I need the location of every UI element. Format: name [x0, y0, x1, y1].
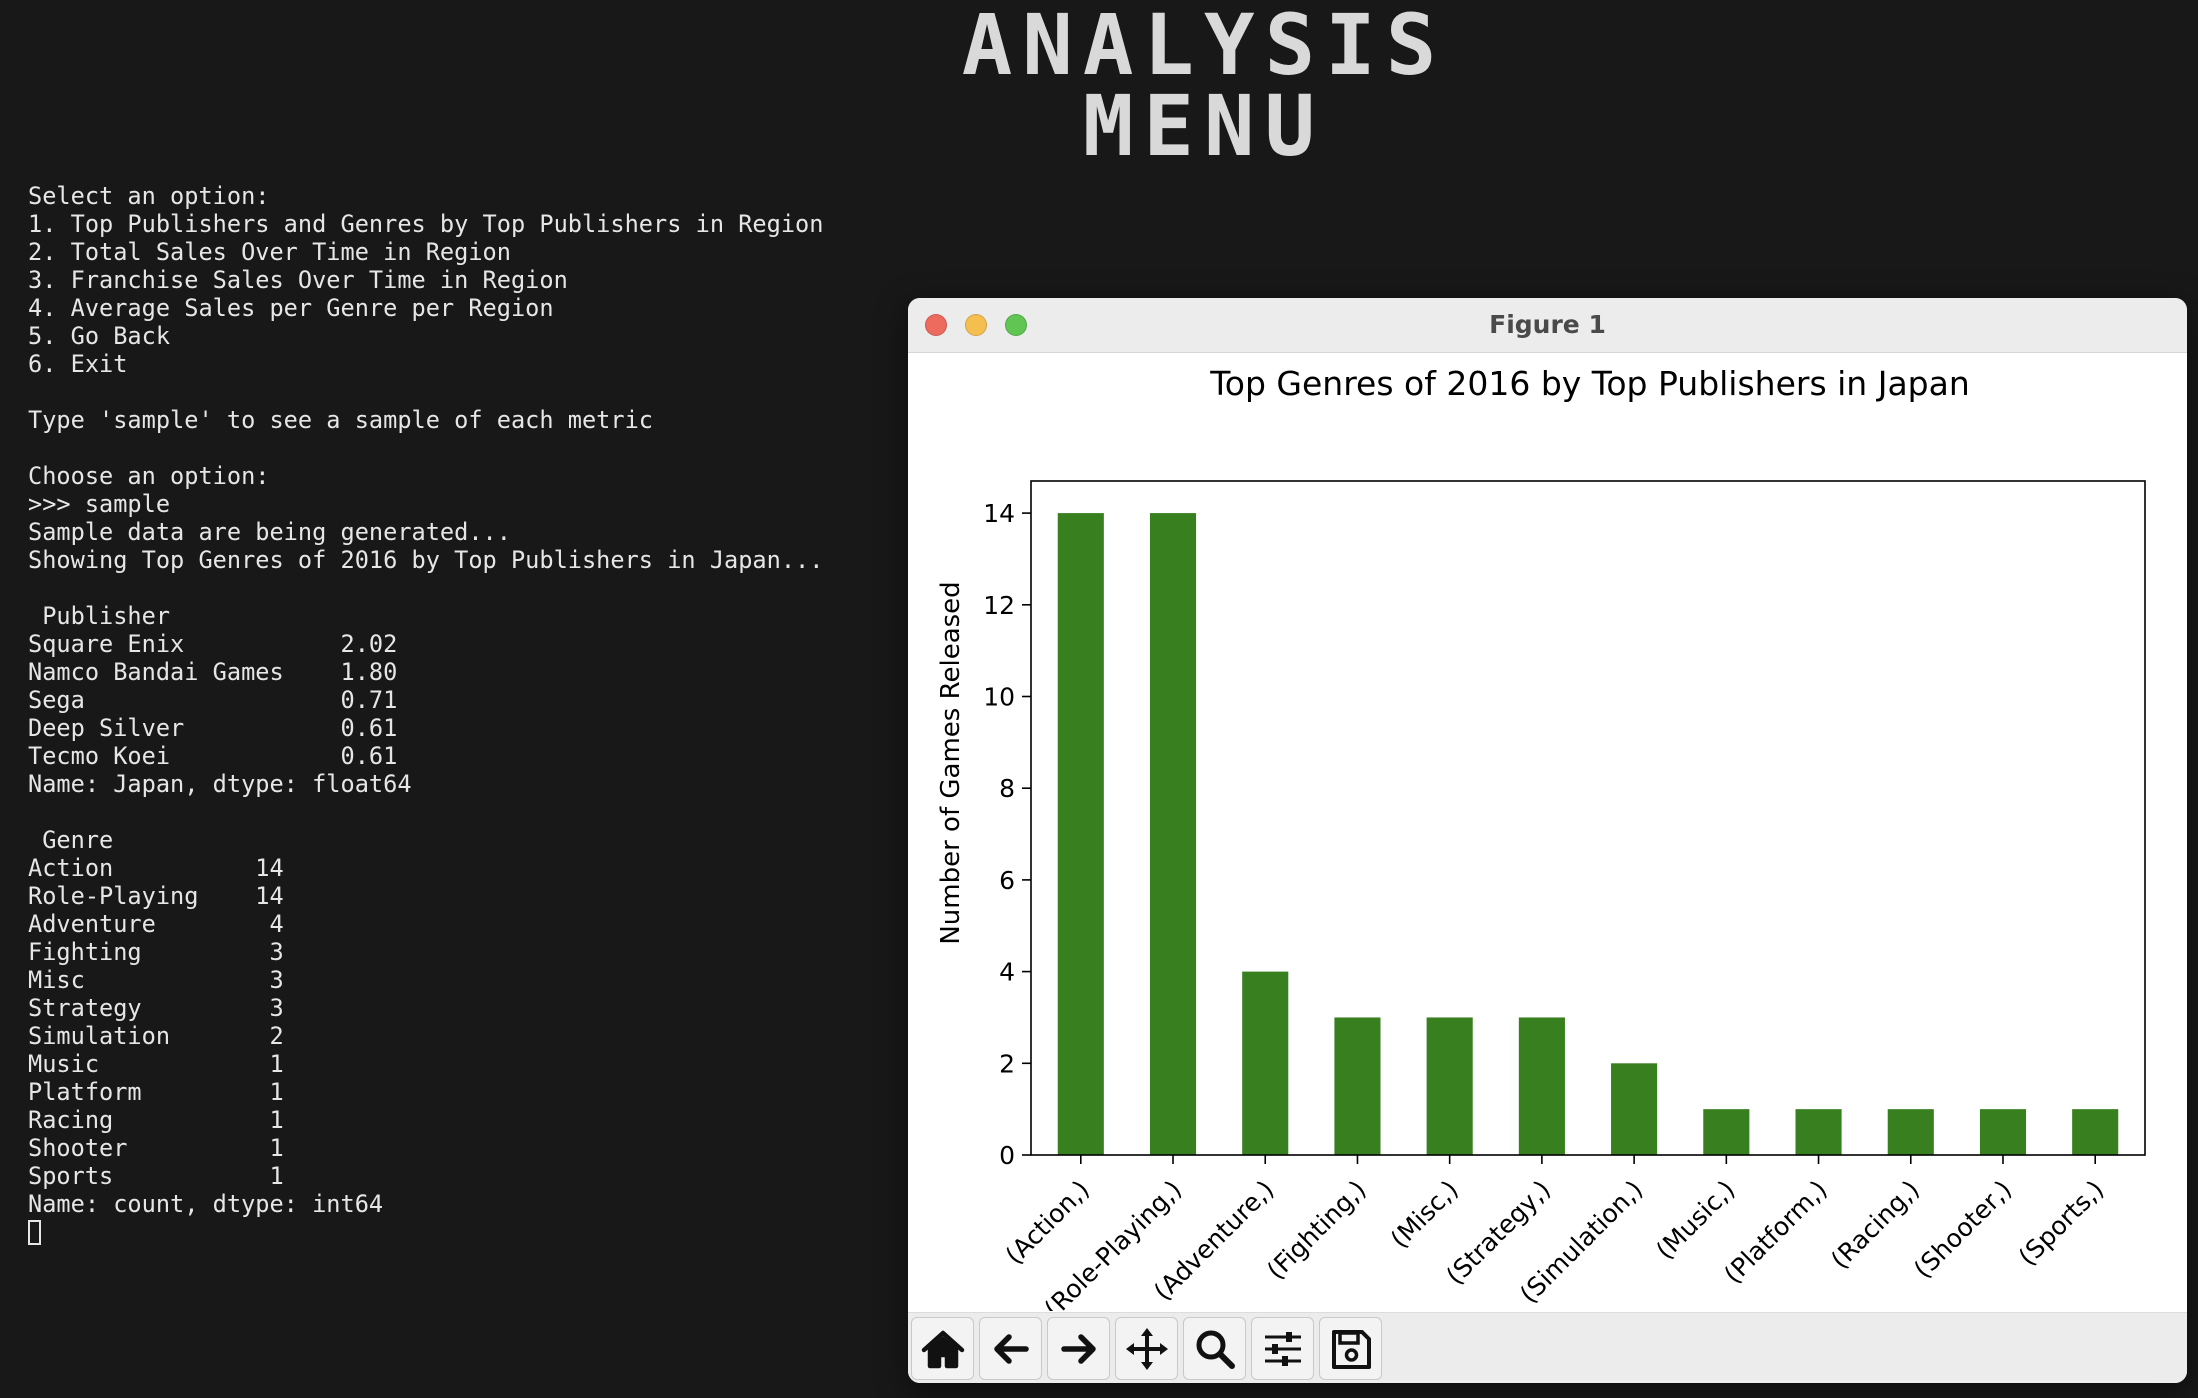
- y-axis-label: Number of Games Released: [936, 581, 966, 944]
- y-tick-label: 8: [999, 774, 1015, 803]
- bar-11: [2072, 1109, 2119, 1155]
- zoom-button-toolbar[interactable]: [1183, 1317, 1246, 1380]
- zoom-magnifier-icon: [1196, 1330, 1235, 1369]
- x-tick-label: (Action,): [1000, 1175, 1095, 1270]
- y-tick-label: 0: [999, 1141, 1015, 1170]
- save-button[interactable]: [1319, 1317, 1382, 1380]
- window-title: Figure 1: [1489, 310, 1606, 339]
- home-icon: [921, 1330, 965, 1369]
- banner-line-2: MENU: [1083, 77, 1325, 170]
- figure-window: Figure 1 Top Genres of 2016 by Top Publi…: [908, 298, 2187, 1383]
- bar-8: [1795, 1109, 1842, 1155]
- x-tick-label: (Fighting,): [1261, 1175, 1371, 1285]
- bar-5: [1518, 1017, 1565, 1155]
- x-tick-label: (Sports,): [2013, 1175, 2110, 1272]
- y-tick-label: 6: [999, 866, 1015, 895]
- pan-button[interactable]: [1115, 1317, 1178, 1380]
- forward-arrow-icon: [1061, 1334, 1096, 1364]
- back-button[interactable]: [979, 1317, 1042, 1380]
- bar-2: [1242, 971, 1289, 1155]
- bar-0: [1057, 513, 1104, 1155]
- y-tick-label: 12: [983, 591, 1015, 620]
- bar-chart: Top Genres of 2016 by Top Publishers in …: [936, 364, 2146, 1311]
- x-axis-ticks: (Action,)(Role-Playing,)(Adventure,)(Fig…: [1000, 1155, 2110, 1311]
- configure-subplots-button[interactable]: [1251, 1317, 1314, 1380]
- terminal-output: Select an option: 1. Top Publishers and …: [28, 182, 823, 1246]
- bar-1: [1149, 513, 1197, 1155]
- y-tick-label: 14: [983, 499, 1015, 528]
- banner-line-1: ANALYSIS: [962, 0, 1447, 94]
- ascii-banner: ANALYSIS MENU: [962, 0, 1447, 170]
- y-tick-label: 4: [999, 958, 1015, 987]
- bar-4: [1426, 1017, 1473, 1155]
- axes-frame: [1030, 480, 2146, 1156]
- terminal-cursor: [28, 1220, 41, 1245]
- pan-icon: [1126, 1328, 1168, 1370]
- x-tick-label: (Misc,): [1385, 1175, 1464, 1254]
- y-axis-ticks: 0 2 4 6 8 10 12 14: [983, 499, 1031, 1170]
- forward-button[interactable]: [1047, 1317, 1110, 1380]
- configure-subplots-icon: [1265, 1332, 1301, 1366]
- close-button[interactable]: [925, 314, 947, 336]
- bar-10: [1979, 1109, 2027, 1155]
- chart-title: Top Genres of 2016 by Top Publishers in …: [1209, 364, 1970, 403]
- bar-7: [1703, 1109, 1750, 1155]
- bar-9: [1887, 1109, 1934, 1155]
- x-tick-label: (Shooter,): [1908, 1175, 2017, 1284]
- bar-6: [1611, 1063, 1658, 1155]
- x-tick-label: (Music,): [1650, 1175, 1740, 1265]
- x-tick-label: (Racing,): [1825, 1175, 1925, 1275]
- window-titlebar[interactable]: Figure 1: [908, 298, 2187, 353]
- y-tick-label: 10: [983, 682, 1015, 711]
- navigation-toolbar: [908, 1312, 2187, 1383]
- back-arrow-icon: [994, 1334, 1029, 1364]
- bar-3: [1334, 1017, 1381, 1155]
- y-tick-label: 2: [999, 1049, 1015, 1078]
- save-icon: [1332, 1330, 1371, 1369]
- zoom-button[interactable]: [1005, 314, 1027, 336]
- bars: [1057, 513, 2119, 1155]
- home-button[interactable]: [911, 1317, 974, 1380]
- minimize-button[interactable]: [965, 314, 987, 336]
